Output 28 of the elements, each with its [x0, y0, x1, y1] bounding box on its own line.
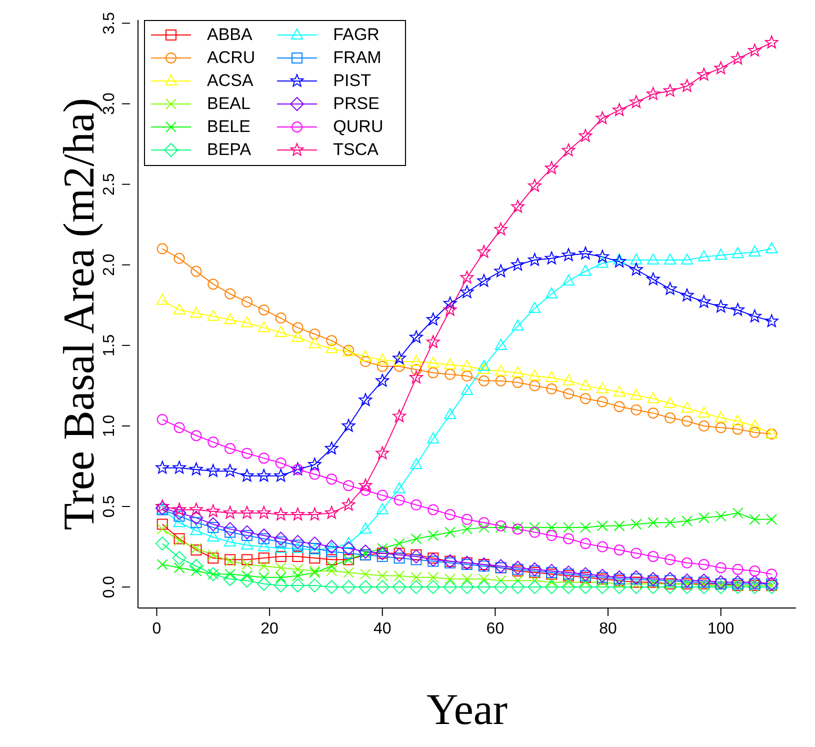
- legend-label: FAGR: [333, 24, 380, 44]
- legend-label: ACRU: [207, 48, 256, 68]
- y-axis-title: Tree Basal Area (m2/ha): [54, 98, 104, 530]
- y-tick-label: 2.0: [101, 254, 118, 276]
- legend-label: BELE: [207, 116, 250, 136]
- y-tick-label: 0.0: [101, 576, 118, 598]
- legend-label: BEAL: [207, 94, 250, 114]
- x-tick-label: 40: [373, 620, 392, 638]
- x-tick-label: 20: [260, 620, 279, 638]
- y-tick-label: 1.5: [101, 334, 118, 357]
- x-tick-label: 80: [599, 620, 618, 638]
- y-tick-label: 1.0: [101, 414, 118, 438]
- y-tick-label: 3.5: [101, 12, 118, 34]
- legend-label: PIST: [333, 70, 371, 90]
- x-tick-label: 100: [708, 620, 734, 638]
- legend-label: BEPA: [207, 140, 252, 160]
- legend-label: TSCA: [333, 140, 379, 160]
- legend-label: ACSA: [207, 70, 254, 90]
- legend-label: ABBA: [207, 24, 252, 44]
- y-tick-label: 0.5: [101, 495, 118, 518]
- y-tick-label: 3.0: [101, 92, 118, 115]
- x-tick-label: 60: [486, 620, 504, 638]
- y-tick-label: 2.5: [101, 173, 118, 196]
- x-tick-label: 0: [152, 620, 162, 638]
- legend-label: QURU: [333, 116, 384, 136]
- legend-label: FRAM: [333, 48, 382, 68]
- x-axis-title: Year: [426, 685, 508, 734]
- legend-label: PRSE: [333, 94, 380, 114]
